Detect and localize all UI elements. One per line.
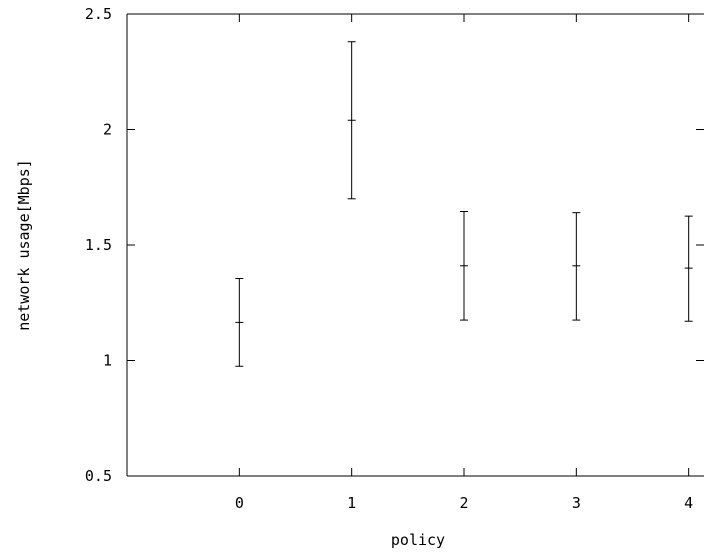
y-tick-label: 1.5 [85, 236, 112, 254]
x-tick-label: 2 [459, 494, 468, 512]
x-axis-label: policy [391, 531, 445, 549]
y-tick-label: 2 [103, 121, 112, 139]
x-tick-label: 4 [684, 494, 693, 512]
y-tick-label: 0.5 [85, 467, 112, 485]
x-tick-label: 0 [235, 494, 244, 512]
y-tick-label: 1 [103, 352, 112, 370]
y-axis-label: network usage[Mbps] [15, 159, 33, 331]
x-tick-label: 3 [572, 494, 581, 512]
x-tick-label: 1 [347, 494, 356, 512]
plot-marks: 0.5 1 1.5 2 2.5 0 1 2 3 4 [85, 5, 704, 512]
y-tick-label: 2.5 [85, 5, 112, 23]
